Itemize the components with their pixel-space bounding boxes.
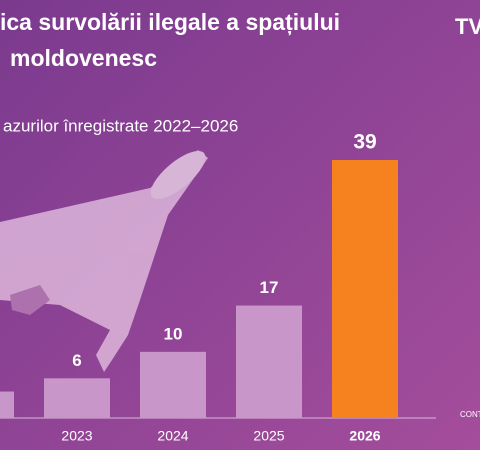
source: CONT xyxy=(460,410,480,419)
brand: TV xyxy=(455,14,480,39)
value-label: 17 xyxy=(260,278,279,297)
bar xyxy=(140,351,206,418)
chart-title: ica survolării ilegale a spațiului xyxy=(0,9,340,36)
chart-subtitle: azurilor înregistrate 2022–2026 xyxy=(3,116,238,135)
bar xyxy=(44,378,110,418)
value-label: 6 xyxy=(72,351,81,370)
chart-title: moldovenesc xyxy=(10,45,157,71)
value-label: 39 xyxy=(353,131,376,154)
bar xyxy=(332,160,398,418)
x-tick-label: 2026 xyxy=(349,428,380,444)
bar xyxy=(0,391,14,418)
bar xyxy=(236,305,302,418)
x-tick-label: 2023 xyxy=(61,428,92,444)
drone-illustration xyxy=(0,150,208,372)
x-tick-label: 2024 xyxy=(157,428,188,444)
value-label: 10 xyxy=(164,324,183,343)
x-tick-label: 2025 xyxy=(253,428,284,444)
